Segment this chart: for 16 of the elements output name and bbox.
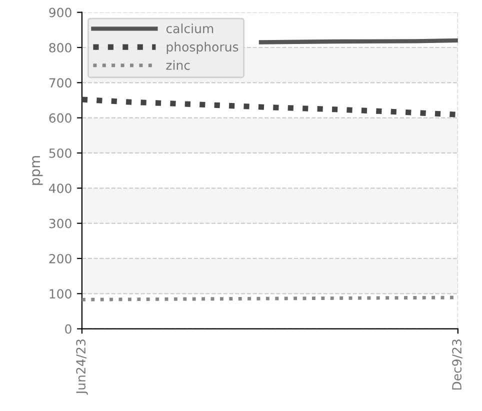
y-tick-label: 900 (49, 8, 72, 18)
y-tick-label: 300 (49, 218, 72, 228)
x-tick-label: Jun24/23 (76, 340, 88, 395)
y-tick-label: 400 (48, 184, 72, 194)
y-tick-label: 200 (49, 254, 72, 264)
y-tick-label: 600 (49, 113, 72, 123)
legend-label: calcium (166, 24, 214, 34)
y-tick-label: 0 (65, 324, 72, 334)
x-tick-label: Dec9/23 (452, 340, 463, 390)
y-tick-label: 500 (49, 148, 72, 158)
y-tick-label: 700 (49, 78, 72, 88)
legend-label: zinc (166, 60, 190, 70)
y-axis-title: ppm (32, 156, 43, 185)
y-tick-label: 100 (50, 289, 72, 299)
legend-label: phosphorus (166, 42, 238, 54)
y-tick-label: 800 (49, 42, 72, 52)
